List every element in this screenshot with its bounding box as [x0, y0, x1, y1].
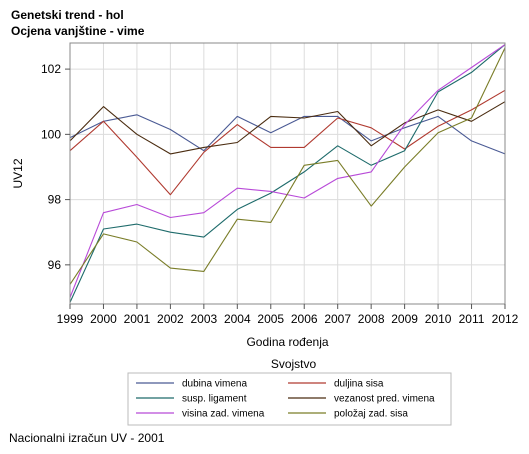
x-tick-label: 2011 — [459, 312, 485, 326]
x-tick-label: 2009 — [391, 312, 418, 326]
series-line — [69, 44, 506, 298]
x-tick-label: 2002 — [157, 312, 184, 326]
x-tick-label: 2012 — [492, 312, 519, 326]
series-lines — [69, 44, 506, 303]
series-line — [69, 44, 506, 303]
x-tick-label: 2005 — [257, 312, 284, 326]
legend-item-label: vezanost pred. vimena — [334, 394, 435, 405]
x-tick-label: 1999 — [57, 312, 84, 326]
x-tick-label: 2000 — [90, 312, 117, 326]
chart-title-line2: Ocjena vanjštine - vime — [11, 24, 145, 38]
series-line — [69, 47, 506, 285]
footer-note: Nacionalni izračun UV - 2001 — [9, 431, 165, 445]
grid — [69, 43, 506, 304]
series-line — [69, 89, 506, 196]
x-tick-label: 2004 — [224, 312, 251, 326]
legend-item-label: susp. ligament — [182, 394, 247, 405]
x-tick-label: 2003 — [190, 312, 217, 326]
x-tick-label: 2010 — [425, 312, 452, 326]
chart-title-line1: Genetski trend - hol — [11, 8, 124, 22]
x-tick-label: 2006 — [291, 312, 318, 326]
x-axis-label: Godina rođenja — [246, 335, 328, 349]
legend-box — [127, 372, 452, 426]
x-tick-label: 2007 — [324, 312, 351, 326]
y-tick-label: 100 — [41, 127, 61, 141]
legend-item-label: položaj zad. sisa — [334, 409, 408, 420]
legend: Svojstvo dubina vimena duljina sisa susp. … — [127, 357, 452, 426]
plot-frame — [69, 42, 506, 305]
y-tick-label: 96 — [48, 258, 62, 272]
x-axis-ticks: 1999 2000 2001 2002 2003 2004 2005 2006 2007 2008… — [57, 304, 519, 326]
y-axis-label: UV12 — [11, 158, 25, 188]
series-line — [69, 114, 506, 155]
y-axis-ticks: 96 98 100 102 — [41, 62, 70, 272]
legend-items: dubina vimena duljina sisa susp. ligament v… — [136, 379, 435, 420]
y-tick-label: 102 — [41, 62, 61, 76]
legend-item-label: visina zad. vimena — [182, 409, 265, 420]
y-tick-label: 98 — [48, 193, 62, 207]
series-line — [69, 101, 506, 155]
x-tick-label: 2008 — [358, 312, 385, 326]
x-tick-label: 2001 — [124, 312, 151, 326]
legend-title: Svojstvo — [271, 357, 317, 371]
legend-item-label: duljina sisa — [334, 379, 384, 390]
legend-item-label: dubina vimena — [182, 379, 247, 390]
